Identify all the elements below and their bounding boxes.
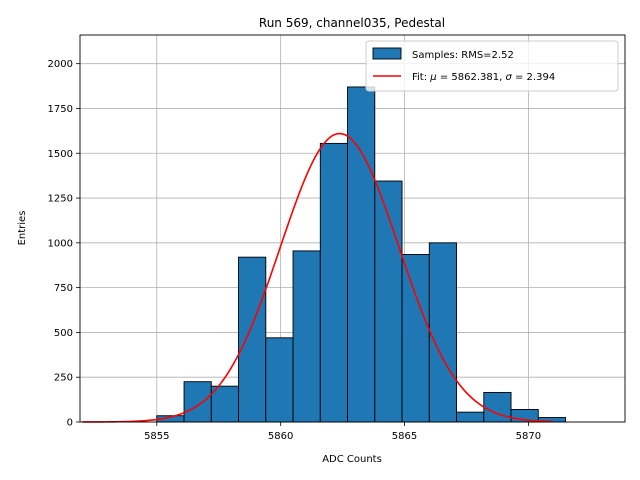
y-tick-label: 500 bbox=[54, 328, 73, 339]
histogram-bar bbox=[428, 242, 457, 423]
histogram-bar bbox=[347, 86, 376, 423]
y-tick-label: 0 bbox=[67, 418, 73, 429]
chart-title: Run 569, channel035, Pedestal bbox=[259, 16, 445, 30]
y-axis-label: Entries bbox=[17, 211, 28, 246]
legend-box bbox=[365, 40, 619, 92]
histogram-bar bbox=[483, 391, 512, 423]
x-axis-label: ADC Counts bbox=[322, 454, 382, 465]
histogram-bar bbox=[456, 411, 485, 423]
x-tick-label: 5855 bbox=[144, 431, 169, 442]
y-axis-ticks: 0 250 500 750 1000 1250 1500 1750 2000 bbox=[48, 59, 80, 429]
histogram-bar bbox=[265, 337, 294, 423]
plot-frame bbox=[79, 34, 626, 423]
histogram-bars bbox=[156, 86, 566, 423]
histogram-bar bbox=[319, 142, 348, 423]
legend-sigma-value: = 2.394 bbox=[512, 72, 555, 83]
x-tick-label: 5860 bbox=[268, 431, 293, 442]
x-tick-label: 5865 bbox=[392, 431, 417, 442]
y-tick-label: 1250 bbox=[48, 194, 73, 205]
histogram-bar bbox=[238, 256, 267, 423]
y-tick-label: 250 bbox=[54, 373, 73, 384]
x-tick-label: 5870 bbox=[516, 431, 541, 442]
fit-curve bbox=[82, 132, 554, 423]
legend-fit-label: Fit: μ = 5862.381, σ = 2.394 bbox=[412, 72, 555, 83]
legend-mu-value: = 5862.381, bbox=[437, 72, 506, 83]
y-tick-label: 1750 bbox=[48, 104, 73, 115]
y-tick-label: 2000 bbox=[48, 59, 73, 70]
histogram-bar bbox=[292, 250, 321, 423]
legend-samples-patch bbox=[372, 47, 402, 60]
histogram-bar bbox=[210, 385, 239, 423]
legend-samples-label: Samples: RMS=2.52 bbox=[412, 50, 514, 61]
histogram-bar bbox=[401, 254, 430, 423]
legend: Samples: RMS=2.52 Fit: μ = 5862.381, σ =… bbox=[365, 40, 619, 92]
x-axis-ticks: 5855 5860 5865 5870 bbox=[144, 422, 541, 442]
legend-sigma-symbol: σ bbox=[505, 72, 512, 83]
y-tick-label: 1000 bbox=[48, 238, 73, 249]
legend-fit-prefix: Fit: bbox=[412, 72, 430, 83]
histogram-bar bbox=[183, 381, 212, 423]
y-tick-label: 1500 bbox=[48, 149, 73, 160]
legend-mu-symbol: μ bbox=[429, 72, 436, 83]
y-tick-label: 750 bbox=[54, 283, 73, 294]
